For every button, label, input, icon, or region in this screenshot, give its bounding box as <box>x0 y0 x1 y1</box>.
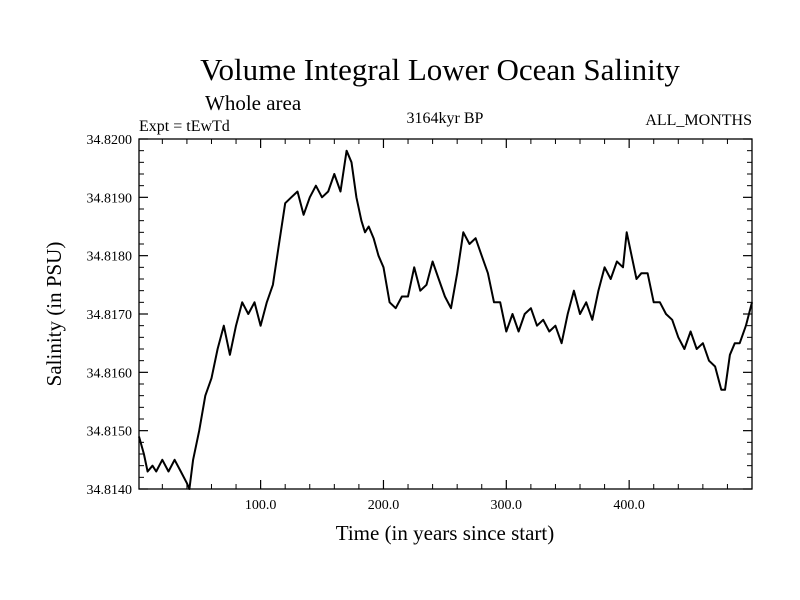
months-label: ALL_MONTHS <box>645 112 752 129</box>
y-tick-label: 34.8160 <box>87 366 133 381</box>
y-tick-label: 34.8200 <box>87 133 133 148</box>
x-axis-ticks: 100.0 200.0 300.0 400.0 <box>161 139 728 513</box>
y-tick-label: 34.8180 <box>87 250 133 265</box>
y-axis-label: Salinity (in PSU) <box>42 242 66 387</box>
x-tick-label: 300.0 <box>491 498 523 513</box>
y-tick-label: 34.8190 <box>87 191 133 206</box>
y-tick-label: 34.8140 <box>87 483 133 498</box>
series-layer <box>138 149 753 490</box>
chart-subtitle: Whole area <box>205 91 302 115</box>
x-tick-label: 100.0 <box>245 498 277 513</box>
salinity-series-line <box>138 149 753 490</box>
y-axis-ticks: 34.8140 34.8150 34.8160 34.8170 34.8180 34.81… <box>87 133 752 498</box>
period-label: 3164kyr BP <box>407 110 484 127</box>
x-axis-label: Time (in years since start) <box>336 521 555 545</box>
x-tick-label: 200.0 <box>368 498 400 513</box>
chart-title: Volume Integral Lower Ocean Salinity <box>200 52 680 87</box>
y-tick-label: 34.8150 <box>87 425 133 440</box>
experiment-label: Expt = tEwTd <box>139 118 230 135</box>
x-tick-label: 400.0 <box>613 498 645 513</box>
y-tick-label: 34.8170 <box>87 308 133 323</box>
plot-frame <box>138 138 753 490</box>
